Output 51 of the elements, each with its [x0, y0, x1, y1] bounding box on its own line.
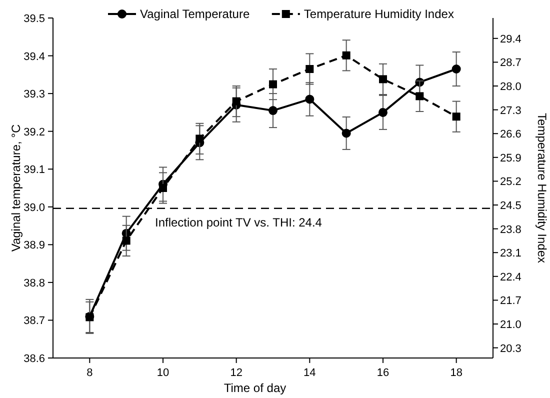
- x-tick-label: 12: [230, 367, 242, 379]
- x-tick-label: 18: [450, 367, 462, 379]
- y2-tick-label: 29.4: [500, 33, 522, 46]
- y2-tick-label: 23.8: [500, 224, 522, 236]
- point: [379, 75, 387, 84]
- point: [416, 92, 424, 100]
- y2-tick-label: 25.9: [500, 152, 522, 164]
- point: [306, 65, 314, 73]
- y2-tick-label: 22.4: [500, 271, 522, 284]
- y-tick-label: 38.7: [24, 315, 45, 328]
- legend-label: Temperature Humidity Index: [304, 7, 454, 21]
- y-tick-label: 39.0: [24, 202, 45, 214]
- y2-tick-label: 21.0: [500, 319, 522, 331]
- y-axis-title: Vaginal temperature, °C: [9, 124, 23, 252]
- y2-tick-label: 27.3: [500, 104, 522, 117]
- point: [452, 112, 460, 121]
- legend-label: Vaginal Temperature: [140, 7, 250, 21]
- point: [268, 106, 278, 116]
- x-tick-label: 16: [376, 367, 390, 379]
- y-tick-label: 39.4: [24, 50, 45, 63]
- y2-tick-label: 20.3: [500, 342, 522, 355]
- y-tick-label: 39.2: [24, 126, 45, 138]
- x-tick-label: 8: [86, 367, 93, 379]
- x-axis-title: Time of day: [224, 381, 286, 395]
- y2-tick-label: 24.5: [500, 200, 522, 212]
- point: [159, 184, 167, 192]
- y-tick-label: 38.9: [24, 240, 45, 252]
- point: [305, 94, 314, 104]
- y2-tick-label: 28.7: [500, 57, 522, 70]
- y2-tick-label: 26.6: [500, 128, 522, 141]
- point: [342, 128, 351, 138]
- x-tick-label: 14: [304, 367, 316, 379]
- ref-line-label: Inflection point TV vs. THI: 24.4: [155, 215, 322, 230]
- point: [196, 134, 204, 143]
- y-tick-label: 39.3: [24, 88, 45, 101]
- point: [342, 51, 350, 60]
- y2-tick-label: 23.1: [500, 248, 522, 260]
- point: [378, 108, 388, 117]
- y-tick-label: 39.1: [24, 164, 45, 176]
- y2-axis-title: Temperature Humidity Index: [535, 112, 549, 264]
- point: [232, 97, 240, 106]
- point: [269, 80, 277, 88]
- y2-tick-label: 28.0: [500, 81, 522, 93]
- point: [452, 64, 461, 74]
- y-tick-label: 39.5: [24, 13, 45, 25]
- y-tick-label: 38.8: [24, 277, 45, 290]
- y2-tick-label: 21.7: [500, 295, 522, 308]
- y-tick-label: 38.6: [24, 353, 45, 365]
- point: [122, 236, 130, 245]
- y2-tick-label: 25.2: [500, 176, 522, 188]
- x-tick-label: 10: [156, 367, 170, 379]
